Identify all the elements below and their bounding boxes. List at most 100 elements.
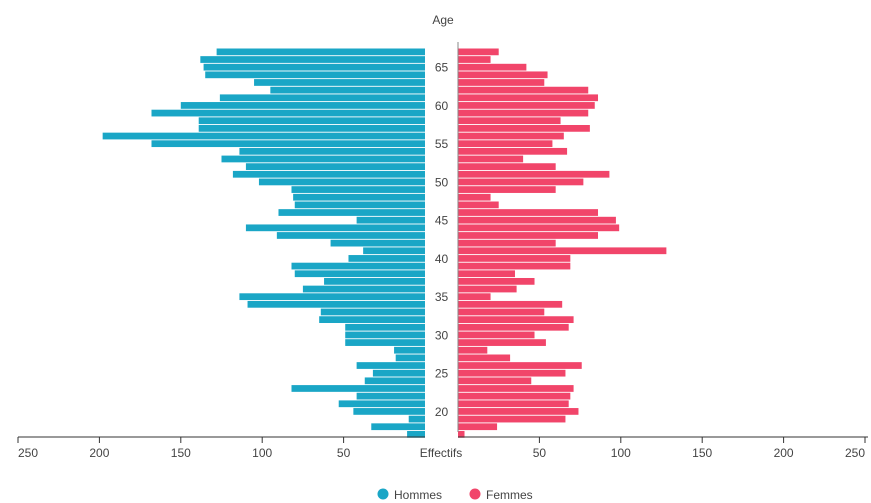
age-tick-label: 20 [435,405,449,419]
bar-hommes-age-40 [348,255,425,262]
legend: Hommes Femmes [377,488,533,502]
bar-femmes-age-17 [458,431,465,438]
bar-femmes-age-31 [458,323,569,331]
bar-femmes-age-66 [458,56,491,63]
bar-hommes-age-19 [408,415,425,423]
bar-femmes-age-59 [458,109,589,117]
bar-femmes-age-29 [458,339,546,346]
bar-hommes-age-64 [205,71,425,79]
bar-hommes-age-60 [180,102,425,109]
bar-femmes-age-44 [458,224,620,232]
bar-femmes-age-60 [458,102,595,109]
bar-hommes-age-37 [324,278,425,285]
femmes-series [458,48,667,438]
bar-femmes-age-67 [458,48,499,56]
bar-femmes-age-50 [458,178,584,186]
legend-swatch-femmes [469,488,481,500]
bar-femmes-age-41 [458,247,667,255]
bar-hommes-age-21 [338,400,425,408]
bar-hommes-age-18 [371,423,425,431]
x-tick-label: 200 [774,446,794,460]
bar-femmes-age-58 [458,117,561,125]
age-tick-label: 55 [435,137,449,151]
bar-hommes-age-49 [291,186,425,193]
bar-femmes-age-20 [458,408,579,415]
legend-label-hommes: Hommes [394,488,442,502]
bar-hommes-age-29 [345,339,425,346]
age-tick-label: 30 [435,328,449,342]
bar-femmes-age-21 [458,400,569,408]
bar-hommes-age-61 [219,94,425,102]
x-tick-label: 250 [18,446,38,460]
bar-femmes-age-56 [458,132,564,140]
bar-femmes-age-55 [458,140,553,148]
bar-hommes-age-27 [395,354,425,362]
bar-hommes-age-30 [345,331,425,339]
bar-hommes-age-44 [245,224,425,232]
bar-hommes-age-28 [394,346,425,354]
bar-femmes-age-28 [458,346,488,354]
x-tick-label: 50 [533,446,547,460]
age-tick-label: 50 [435,175,449,189]
bar-femmes-age-23 [458,385,574,392]
bar-hommes-age-56 [102,132,425,140]
bar-hommes-age-67 [216,48,425,56]
bar-femmes-age-36 [458,285,517,293]
x-tick-label: 100 [252,446,272,460]
bar-femmes-age-42 [458,239,556,247]
bar-hommes-age-57 [198,125,425,132]
bar-femmes-age-63 [458,79,545,86]
bar-femmes-age-49 [458,186,556,193]
age-tick-label: 45 [435,214,449,228]
bar-femmes-age-57 [458,125,590,132]
bar-femmes-age-65 [458,63,527,71]
bar-femmes-age-51 [458,170,610,178]
x-tick-label: 100 [611,446,631,460]
bar-femmes-age-62 [458,86,589,94]
bar-hommes-age-62 [270,86,425,94]
bar-hommes-age-26 [356,362,425,369]
x-tick-label: 200 [89,446,109,460]
x-axis-label: Effectifs [420,446,462,460]
bar-hommes-age-22 [356,392,425,400]
bar-hommes-age-63 [254,79,425,86]
bar-femmes-age-26 [458,362,582,369]
bar-hommes-age-32 [319,316,425,323]
bar-hommes-age-17 [407,431,425,438]
bar-hommes-age-42 [330,239,425,247]
bar-hommes-age-51 [232,170,425,178]
bar-femmes-age-37 [458,278,535,285]
bar-hommes-age-48 [293,193,425,201]
bar-femmes-age-64 [458,71,548,79]
bar-hommes-age-59 [151,109,425,117]
bar-hommes-age-39 [291,262,425,270]
bar-hommes-age-47 [294,201,425,209]
bar-femmes-age-52 [458,163,556,170]
chart-title: Age [432,13,454,27]
bar-femmes-age-38 [458,270,515,278]
bar-femmes-age-39 [458,262,571,270]
age-tick-label: 25 [435,367,449,381]
bar-hommes-age-54 [239,147,425,155]
hommes-series [102,48,425,438]
age-axis: 20 25 30 35 40 45 50 55 60 65 [435,61,449,419]
age-tick-label: 35 [435,290,449,304]
bar-hommes-age-34 [247,300,425,308]
bar-femmes-age-18 [458,423,498,431]
bar-hommes-age-66 [200,56,425,63]
bar-hommes-age-46 [278,209,425,216]
bar-femmes-age-35 [458,293,491,301]
bar-femmes-age-54 [458,147,568,155]
bar-femmes-age-19 [458,415,566,423]
bar-femmes-age-47 [458,201,499,209]
bar-hommes-age-52 [245,163,425,170]
bar-femmes-age-34 [458,300,563,308]
x-tick-label: 150 [692,446,712,460]
bar-hommes-age-43 [276,232,425,239]
bar-hommes-age-35 [239,293,425,301]
bar-femmes-age-61 [458,94,599,102]
bar-femmes-age-45 [458,216,616,224]
bar-hommes-age-50 [258,178,425,186]
bar-hommes-age-55 [151,140,425,148]
